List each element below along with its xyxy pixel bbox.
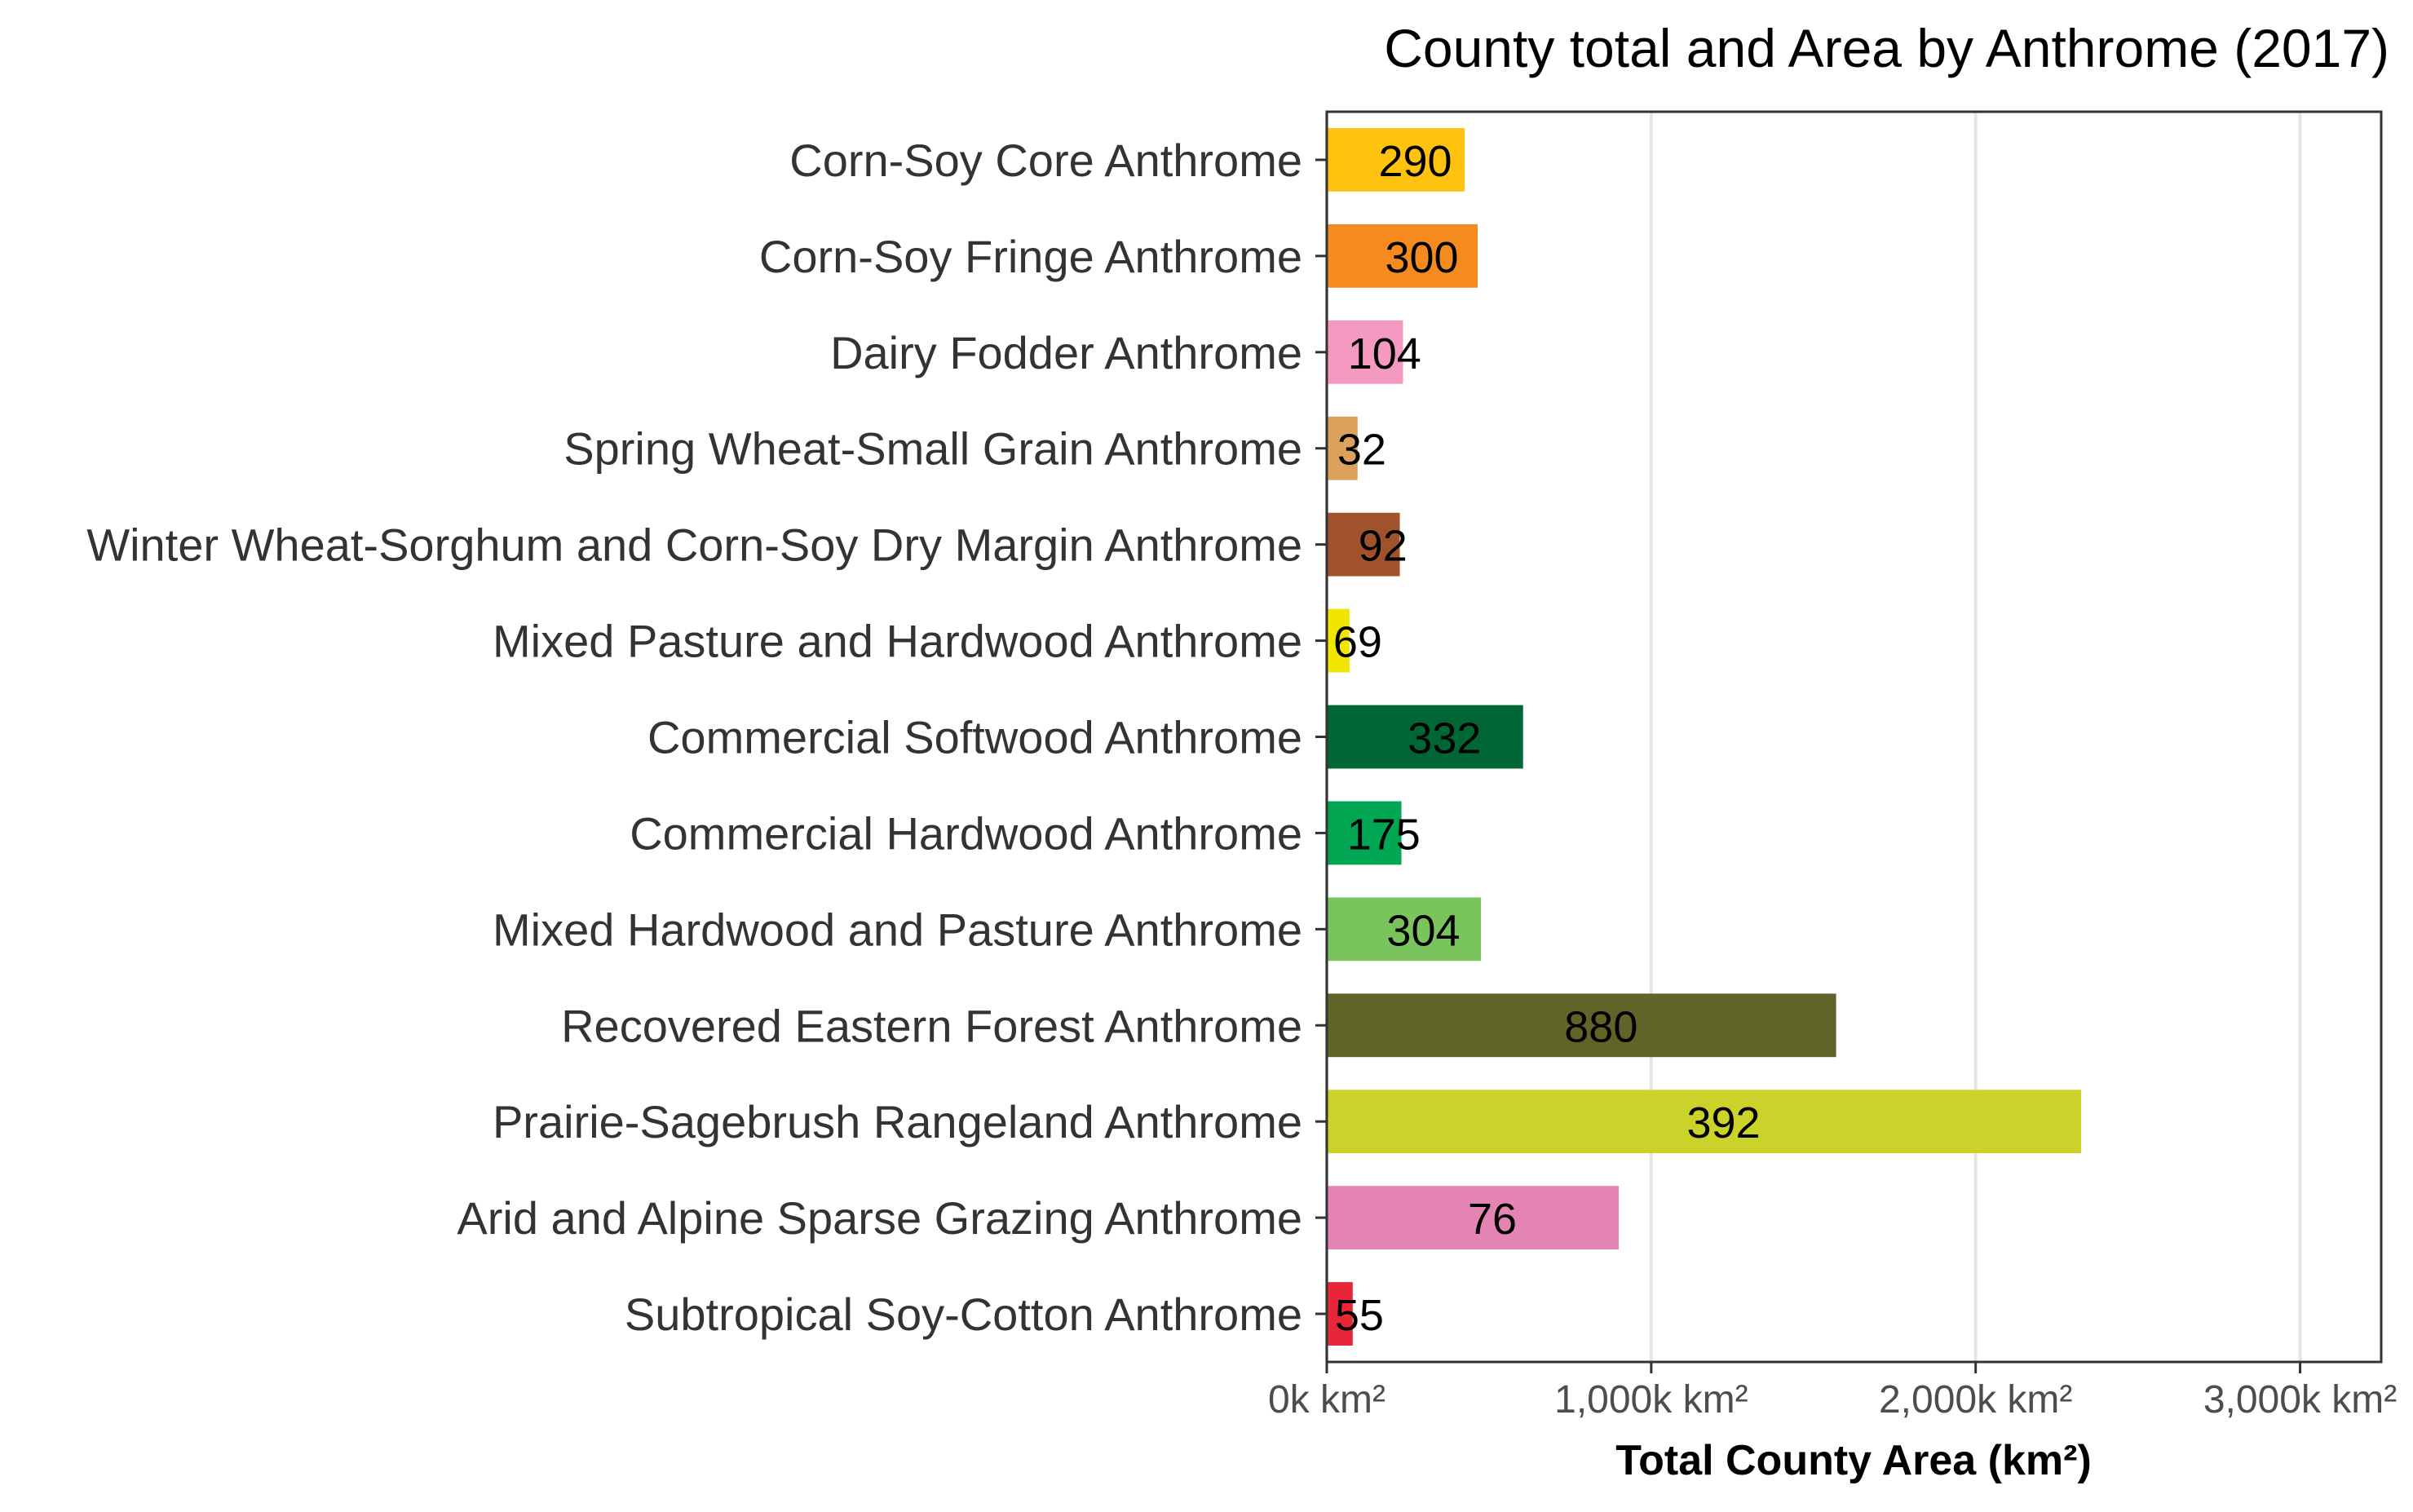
bar-value-label: 55 [1335,1291,1384,1340]
category-label: Subtropical Soy-Cotton Anthrome [625,1289,1302,1340]
category-label: Winter Wheat-Sorghum and Corn-Soy Dry Ma… [86,519,1302,571]
bar-value-label: 290 [1378,137,1452,186]
bar [1327,897,1481,962]
category-label: Commercial Softwood Anthrome [647,712,1302,763]
axes: 0k km² 1,000k km² 2,000k km² 3,000k km² Corn… [86,135,2397,1421]
category-label: Corn-Soy Core Anthrome [789,135,1302,186]
bar-value-label: 92 [1359,522,1408,571]
x-tick-label: 1,000k km² [1554,1378,1748,1421]
bar [1327,608,1350,673]
bar [1327,320,1403,384]
x-tick-label: 0k km² [1268,1378,1385,1421]
category-label: Corn-Soy Fringe Anthrome [759,231,1302,282]
category-label: Recovered Eastern Forest Anthrome [561,1000,1302,1051]
bar [1327,128,1465,192]
bar-value-label: 104 [1348,329,1421,378]
bar [1327,705,1523,769]
bar-value-label: 332 [1408,714,1481,763]
category-label: Arid and Alpine Sparse Grazing Anthrome [457,1192,1302,1244]
category-label: Mixed Hardwood and Pasture Anthrome [493,904,1302,955]
bar-value-label: 392 [1686,1099,1760,1147]
bar [1327,1282,1353,1346]
bar-value-label: 69 [1333,618,1382,667]
bar [1327,223,1478,288]
bar-value-label: 304 [1386,906,1460,955]
x-axis-title: Total County Area (km²) [1615,1437,2092,1484]
bar-value-label: 880 [1564,1002,1637,1051]
category-label: Spring Wheat-Small Grain Anthrome [563,423,1302,475]
bar [1327,993,1836,1058]
category-label: Commercial Hardwood Anthrome [630,807,1302,859]
category-label: Prairie-Sagebrush Rangeland Anthrome [493,1096,1302,1147]
bar [1327,801,1402,865]
bars: 290 300 104 32 92 69 332 175 304 880 392 76 55 [1327,128,2081,1346]
bar-value-label: 300 [1385,233,1458,282]
bar-value-label: 175 [1347,810,1421,859]
bar-value-label: 76 [1468,1195,1517,1244]
category-label: Dairy Fodder Anthrome [830,327,1302,378]
x-tick-label: 2,000k km² [1879,1378,2072,1421]
bar [1327,1090,2081,1154]
bar [1327,1186,1620,1250]
bar-value-label: 32 [1337,426,1386,475]
bar [1327,512,1400,577]
bar [1327,416,1358,480]
x-tick-label: 3,000k km² [2203,1378,2397,1421]
category-label: Mixed Pasture and Hardwood Anthrome [493,616,1302,667]
chart-title: County total and Area by Anthrome (2017) [1384,18,2389,78]
